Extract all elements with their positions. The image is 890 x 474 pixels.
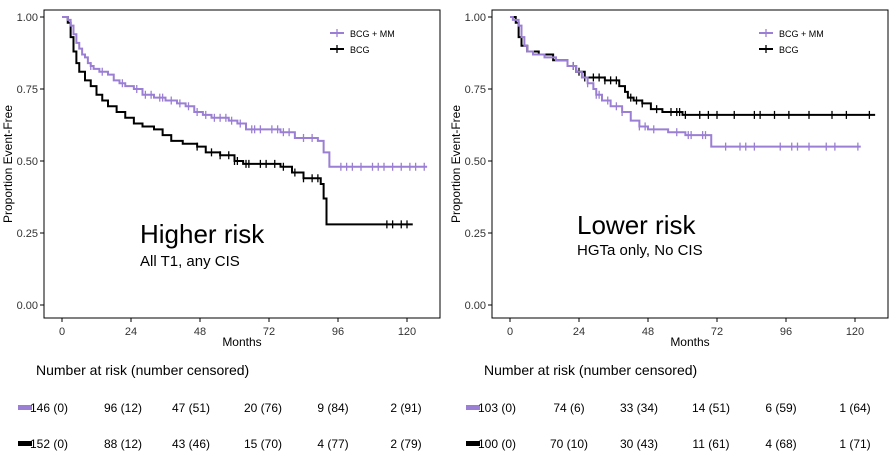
y-axis-title: Proportion Event-Free [1, 105, 15, 223]
legend-label: BCG [350, 45, 370, 55]
risk-table-cell: 15 (70) [244, 437, 282, 451]
risk-table-cell: 11 (61) [692, 437, 729, 451]
x-tick-label: 72 [711, 326, 723, 338]
x-tick-label: 96 [780, 326, 792, 338]
risk-table-title: Number at risk (number censored) [484, 362, 697, 378]
x-tick-label: 96 [332, 326, 344, 338]
x-tick-label: 120 [398, 326, 416, 338]
risk-group-subtitle: HGTa only, No CIS [577, 242, 703, 259]
y-tick-label: 0.50 [465, 156, 486, 168]
y-tick-label: 0.00 [465, 300, 486, 312]
plot-frame [491, 9, 889, 319]
y-tick-label: 1.00 [17, 12, 38, 24]
km-curve-bcg [62, 16, 413, 226]
x-tick-label: 72 [263, 326, 275, 338]
plot-frame [43, 9, 441, 319]
risk-table-cell: 103 (0) [478, 401, 516, 415]
y-tick-label: 0.25 [465, 228, 486, 240]
x-tick-label: 120 [846, 326, 864, 338]
risk-table-cell: 30 (43) [620, 437, 658, 451]
y-tick-label: 0.00 [17, 300, 38, 312]
risk-table-cell: 96 (12) [104, 401, 142, 415]
risk-table-cell: 4 (77) [317, 437, 348, 451]
km-panel-lower-risk: 0.00 0.25 0.50 0.75 1.00 0 24 48 72 96 120 Months Pr… [449, 9, 889, 451]
risk-table-cell: 33 (34) [620, 401, 658, 415]
risk-table-cell: 9 (84) [317, 401, 348, 415]
risk-group-title: Lower risk [577, 210, 696, 240]
risk-group-subtitle: All T1, any CIS [140, 253, 240, 270]
y-tick-label: 0.50 [17, 156, 38, 168]
y-axis-title: Proportion Event-Free [449, 105, 463, 223]
risk-table-swatch-bcg-mm [18, 405, 32, 410]
x-tick-label: 24 [573, 326, 585, 338]
legend-label: BCG + MM [350, 29, 395, 39]
risk-table-cell: 47 (51) [172, 401, 210, 415]
risk-table-cell: 4 (68) [765, 437, 796, 451]
y-tick-label: 1.00 [465, 12, 486, 24]
risk-table-cell: 2 (79) [390, 437, 421, 451]
risk-table-cell: 20 (76) [244, 401, 282, 415]
risk-table-cell: 43 (46) [172, 437, 210, 451]
x-axis-title: Months [222, 335, 261, 349]
legend-label: BCG [779, 45, 799, 55]
risk-table-cell: 146 (0) [30, 401, 68, 415]
risk-table-cell: 1 (64) [839, 401, 870, 415]
risk-table-cell: 14 (51) [692, 401, 730, 415]
legend-label: BCG + MM [779, 29, 824, 39]
risk-table-cell: 100 (0) [478, 437, 516, 451]
risk-table-swatch-bcg [18, 441, 32, 446]
risk-table-cell: 70 (10) [550, 437, 588, 451]
x-tick-label: 48 [642, 326, 654, 338]
risk-table-cell: 6 (59) [765, 401, 796, 415]
y-tick-label: 0.75 [17, 84, 38, 96]
risk-table-cell: 74 (6) [553, 401, 584, 415]
risk-table-cell: 152 (0) [30, 437, 68, 451]
km-panel-higher-risk: 0.00 0.25 0.50 0.75 1.00 0 24 48 72 96 120 Months Pr… [1, 9, 441, 451]
risk-group-title: Higher risk [140, 219, 265, 249]
risk-table-cell: 2 (91) [390, 401, 421, 415]
risk-table-title: Number at risk (number censored) [36, 362, 249, 378]
y-tick-label: 0.75 [465, 84, 486, 96]
y-tick-label: 0.25 [17, 228, 38, 240]
risk-table-swatch-bcg [466, 441, 480, 446]
km-curve-bcg-mm [62, 16, 428, 168]
x-tick-label: 0 [507, 326, 513, 338]
risk-table-swatch-bcg-mm [466, 405, 480, 410]
x-tick-label: 48 [194, 326, 206, 338]
x-axis-title: Months [670, 335, 709, 349]
risk-table-cell: 1 (71) [839, 437, 870, 451]
x-tick-label: 24 [125, 326, 137, 338]
risk-table-cell: 88 (12) [104, 437, 142, 451]
x-tick-label: 0 [59, 326, 65, 338]
